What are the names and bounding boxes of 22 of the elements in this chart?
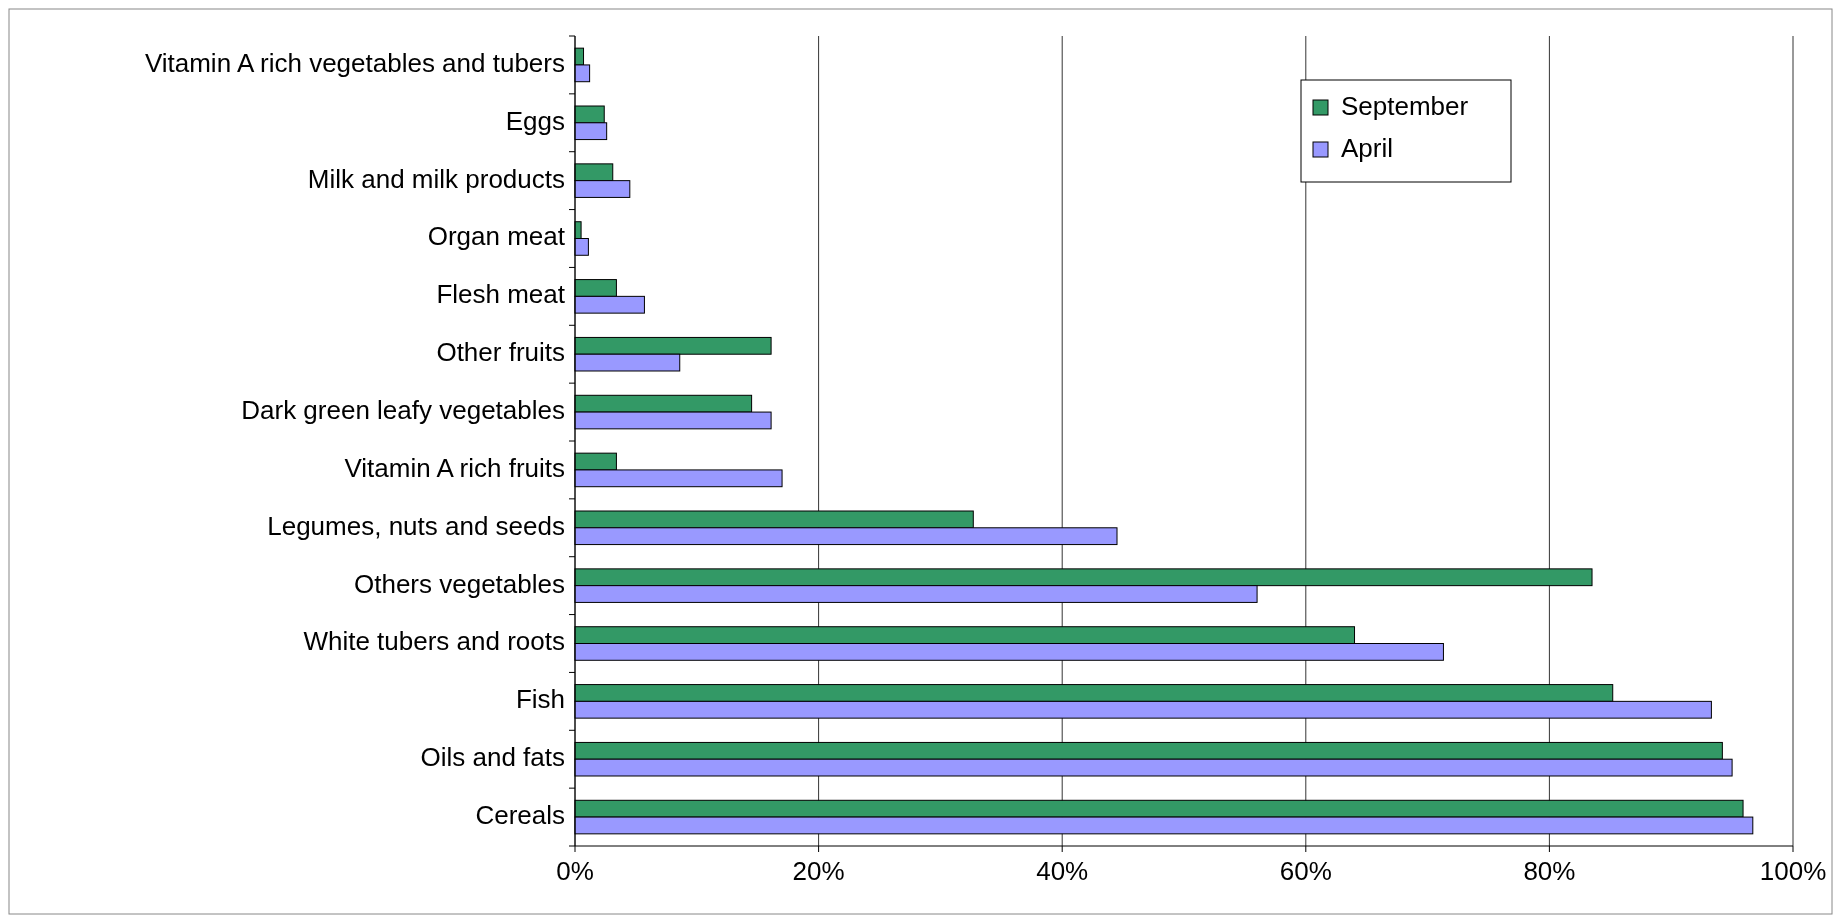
x-tick-label: 100% — [1759, 856, 1827, 886]
y-tick-label: White tubers and roots — [303, 626, 565, 657]
y-tick-label: Dark green leafy vegetables — [241, 394, 565, 425]
y-tick-label: Fish — [515, 684, 565, 715]
y-tick-label: Cereals — [475, 799, 565, 830]
y-tick-label: Other fruits — [436, 337, 565, 368]
y-tick-label: Legumes, nuts and seeds — [267, 510, 565, 541]
x-tick-label: 80% — [1523, 856, 1576, 886]
y-tick-label: Vitamin A rich fruits — [344, 452, 565, 483]
y-tick-label: Others vegetables — [353, 568, 565, 599]
x-tick-label: 0% — [556, 856, 594, 886]
legend-label: September — [1341, 90, 1469, 121]
y-tick-label: Oils and fats — [420, 742, 565, 773]
legend-label: April — [1341, 132, 1394, 163]
x-tick-label: 60% — [1279, 856, 1332, 886]
x-tick-label: 20% — [792, 856, 845, 886]
y-tick-label: Vitamin A rich vegetables and tubers — [144, 47, 565, 78]
x-tick-label: 40% — [1036, 856, 1089, 886]
y-tick-label: Organ meat — [427, 221, 566, 252]
y-tick-label: Flesh meat — [436, 279, 566, 310]
y-tick-label: Milk and milk products — [307, 163, 565, 194]
y-tick-label: Eggs — [505, 105, 565, 136]
